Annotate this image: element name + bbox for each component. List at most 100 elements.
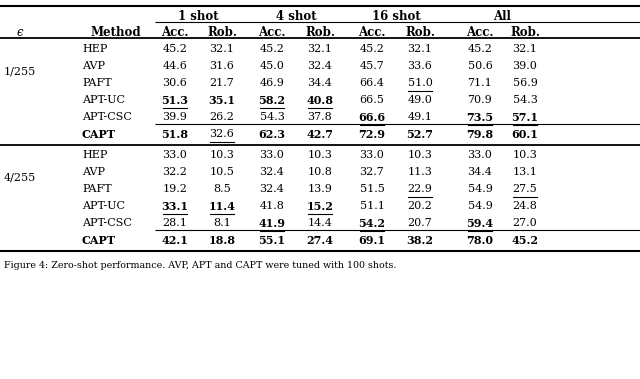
Text: 57.1: 57.1 xyxy=(511,112,538,123)
Text: 27.4: 27.4 xyxy=(307,235,333,246)
Text: ϵ: ϵ xyxy=(17,26,23,39)
Text: 32.4: 32.4 xyxy=(260,184,284,194)
Text: 37.8: 37.8 xyxy=(308,112,332,122)
Text: Acc.: Acc. xyxy=(161,26,189,39)
Text: 8.1: 8.1 xyxy=(213,218,231,228)
Text: 51.8: 51.8 xyxy=(161,129,189,140)
Text: 10.5: 10.5 xyxy=(209,167,234,177)
Text: 41.8: 41.8 xyxy=(260,201,284,211)
Text: 32.7: 32.7 xyxy=(360,167,385,177)
Text: 30.6: 30.6 xyxy=(163,78,188,88)
Text: 14.4: 14.4 xyxy=(308,218,332,228)
Text: 52.7: 52.7 xyxy=(406,129,433,140)
Text: 45.7: 45.7 xyxy=(360,61,385,71)
Text: All: All xyxy=(493,10,511,23)
Text: 15.2: 15.2 xyxy=(307,201,333,212)
Text: 4 shot: 4 shot xyxy=(276,10,316,23)
Text: 71.1: 71.1 xyxy=(468,78,492,88)
Text: 54.9: 54.9 xyxy=(468,184,492,194)
Text: 32.6: 32.6 xyxy=(209,129,234,139)
Text: 49.0: 49.0 xyxy=(408,95,433,105)
Text: 51.5: 51.5 xyxy=(360,184,385,194)
Text: 45.0: 45.0 xyxy=(260,61,284,71)
Text: APT-CSC: APT-CSC xyxy=(82,218,132,228)
Text: 16 shot: 16 shot xyxy=(372,10,420,23)
Text: 58.2: 58.2 xyxy=(259,95,285,106)
Text: Rob.: Rob. xyxy=(207,26,237,39)
Text: APT-UC: APT-UC xyxy=(82,95,125,105)
Text: 50.6: 50.6 xyxy=(468,61,492,71)
Text: 11.3: 11.3 xyxy=(408,167,433,177)
Text: 35.1: 35.1 xyxy=(209,95,236,106)
Text: 70.9: 70.9 xyxy=(468,95,492,105)
Text: 42.1: 42.1 xyxy=(161,235,188,246)
Text: HEP: HEP xyxy=(82,44,108,54)
Text: 54.2: 54.2 xyxy=(358,218,385,229)
Text: 41.9: 41.9 xyxy=(259,218,285,229)
Text: 10.8: 10.8 xyxy=(308,167,332,177)
Text: 8.5: 8.5 xyxy=(213,184,231,194)
Text: 56.9: 56.9 xyxy=(513,78,538,88)
Text: 13.1: 13.1 xyxy=(513,167,538,177)
Text: 19.2: 19.2 xyxy=(163,184,188,194)
Text: APT-CSC: APT-CSC xyxy=(82,112,132,122)
Text: 69.1: 69.1 xyxy=(358,235,385,246)
Text: 32.1: 32.1 xyxy=(308,44,332,54)
Text: 10.3: 10.3 xyxy=(209,150,234,160)
Text: 72.9: 72.9 xyxy=(358,129,385,140)
Text: 73.5: 73.5 xyxy=(467,112,493,123)
Text: 33.0: 33.0 xyxy=(468,150,492,160)
Text: 59.4: 59.4 xyxy=(467,218,493,229)
Text: PAFT: PAFT xyxy=(82,184,111,194)
Text: 33.0: 33.0 xyxy=(163,150,188,160)
Text: 51.3: 51.3 xyxy=(161,95,189,106)
Text: Rob.: Rob. xyxy=(305,26,335,39)
Text: 38.2: 38.2 xyxy=(406,235,433,246)
Text: 66.6: 66.6 xyxy=(358,112,385,123)
Text: 42.7: 42.7 xyxy=(307,129,333,140)
Text: 33.1: 33.1 xyxy=(161,201,189,212)
Text: 31.6: 31.6 xyxy=(209,61,234,71)
Text: 39.0: 39.0 xyxy=(513,61,538,71)
Text: 51.0: 51.0 xyxy=(408,78,433,88)
Text: 54.9: 54.9 xyxy=(468,201,492,211)
Text: 11.4: 11.4 xyxy=(209,201,236,212)
Text: Rob.: Rob. xyxy=(510,26,540,39)
Text: 20.2: 20.2 xyxy=(408,201,433,211)
Text: 27.0: 27.0 xyxy=(513,218,538,228)
Text: CAPT: CAPT xyxy=(82,129,116,140)
Text: 32.2: 32.2 xyxy=(163,167,188,177)
Text: 33.6: 33.6 xyxy=(408,61,433,71)
Text: 32.4: 32.4 xyxy=(260,167,284,177)
Text: 4/255: 4/255 xyxy=(4,173,36,183)
Text: 39.9: 39.9 xyxy=(163,112,188,122)
Text: CAPT: CAPT xyxy=(82,235,116,246)
Text: 27.5: 27.5 xyxy=(513,184,538,194)
Text: AVP: AVP xyxy=(82,61,105,71)
Text: Acc.: Acc. xyxy=(358,26,386,39)
Text: APT-UC: APT-UC xyxy=(82,201,125,211)
Text: 13.9: 13.9 xyxy=(308,184,332,194)
Text: AVP: AVP xyxy=(82,167,105,177)
Text: 45.2: 45.2 xyxy=(163,44,188,54)
Text: Rob.: Rob. xyxy=(405,26,435,39)
Text: 54.3: 54.3 xyxy=(513,95,538,105)
Text: 10.3: 10.3 xyxy=(308,150,332,160)
Text: 34.4: 34.4 xyxy=(308,78,332,88)
Text: 79.8: 79.8 xyxy=(467,129,493,140)
Text: 51.1: 51.1 xyxy=(360,201,385,211)
Text: 55.1: 55.1 xyxy=(259,235,285,246)
Text: 66.5: 66.5 xyxy=(360,95,385,105)
Text: 60.1: 60.1 xyxy=(511,129,538,140)
Text: 32.1: 32.1 xyxy=(209,44,234,54)
Text: 21.7: 21.7 xyxy=(210,78,234,88)
Text: Method: Method xyxy=(90,26,141,39)
Text: 49.1: 49.1 xyxy=(408,112,433,122)
Text: 20.7: 20.7 xyxy=(408,218,433,228)
Text: 54.3: 54.3 xyxy=(260,112,284,122)
Text: 18.8: 18.8 xyxy=(209,235,236,246)
Text: 26.2: 26.2 xyxy=(209,112,234,122)
Text: Acc.: Acc. xyxy=(467,26,493,39)
Text: HEP: HEP xyxy=(82,150,108,160)
Text: 45.2: 45.2 xyxy=(260,44,284,54)
